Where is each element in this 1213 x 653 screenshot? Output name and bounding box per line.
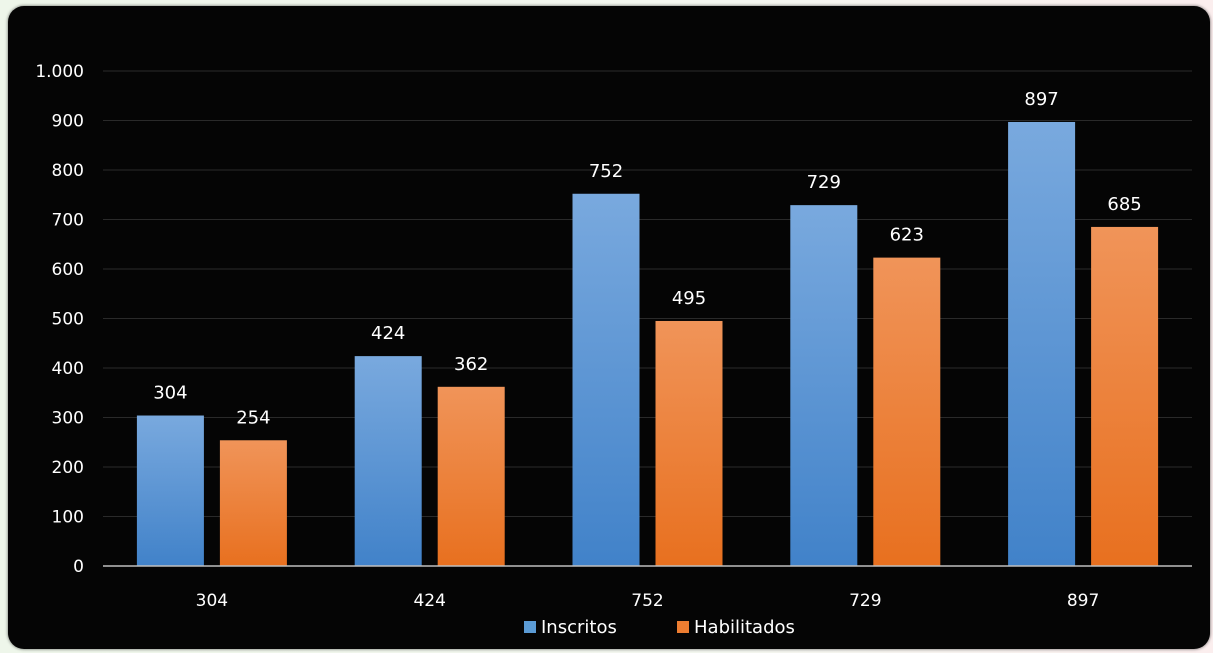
y-tick-label: 800 [52,161,84,181]
bar-habilitados [1091,226,1159,567]
y-tick-label: 400 [52,359,84,379]
legend-swatch [524,621,536,633]
data-label: 254 [236,407,270,428]
bars [136,121,1159,567]
legend-swatch [677,621,689,633]
x-tick-label: 729 [849,591,881,611]
y-tick-label: 100 [52,508,84,528]
bar-habilitados [655,320,723,566]
data-label: 685 [1107,194,1141,215]
x-tick-label: 897 [1067,591,1099,611]
bar-habilitados [873,257,941,566]
data-label: 623 [890,225,924,246]
legend-label: Inscritos [541,617,617,638]
legend: Inscritos Habilitados [524,617,795,638]
bar-habilitados [437,386,505,566]
data-label: 729 [807,172,841,193]
x-tick-label: 304 [196,591,228,611]
bar-inscritos [1008,121,1076,567]
bar-inscritos [572,193,640,566]
y-tick-label: 1.000 [35,62,84,82]
data-label: 495 [672,288,706,309]
data-label: 304 [153,383,187,404]
bar-inscritos [790,205,858,566]
legend-label: Habilitados [694,617,795,638]
data-label: 424 [371,323,405,344]
x-tick-label: 424 [413,591,445,611]
data-labels: 304 254 424 362 752 495 729 623 897 685 [153,89,1142,428]
y-tick-label: 900 [52,112,84,132]
y-tick-label: 300 [52,409,84,429]
bar-inscritos [354,356,422,566]
y-tick-label: 600 [52,260,84,280]
data-label: 752 [589,161,623,182]
y-tick-label: 700 [52,211,84,231]
x-tick-label: 752 [631,591,663,611]
y-tick-label: 200 [52,458,84,478]
y-tick-label: 0 [73,557,84,577]
bar-inscritos [136,415,204,566]
y-tick-label: 500 [52,310,84,330]
axes: 0 100 200 300 400 500 600 700 800 900 1.000 304 424 7… [35,62,1192,611]
data-label: 897 [1024,89,1058,110]
bar-habilitados [219,440,287,566]
data-label: 362 [454,354,488,375]
